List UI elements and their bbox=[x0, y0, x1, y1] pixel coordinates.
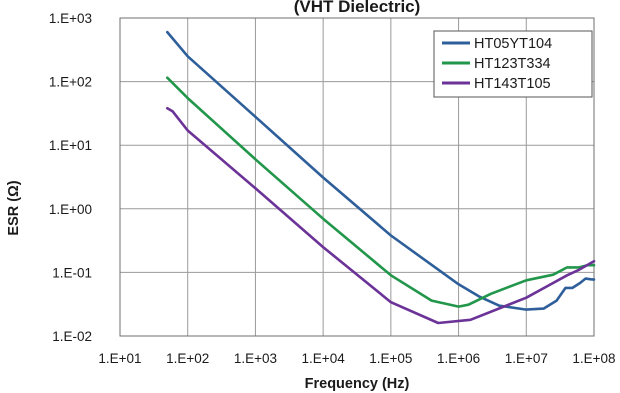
legend-label: HT123T334 bbox=[474, 56, 551, 72]
x-tick-label: 1.E+01 bbox=[98, 351, 141, 366]
x-tick-label: 1.E+08 bbox=[572, 351, 615, 366]
x-axis-ticks: 1.E+01 1.E+02 1.E+03 1.E+04 1.E+05 1.E+06 1.E+… bbox=[98, 351, 615, 366]
legend-label: HT143T105 bbox=[474, 76, 551, 92]
y-tick-label: 1.E+01 bbox=[49, 138, 92, 153]
y-tick-label: 1.E+03 bbox=[49, 11, 92, 26]
legend: HT05YT104 HT123T334 HT143T105 bbox=[433, 30, 593, 98]
y-tick-label: 1.E+00 bbox=[49, 202, 92, 217]
series-line-ht143t105 bbox=[166, 107, 596, 325]
series-layer bbox=[166, 30, 596, 325]
y-axis-ticks: 1.E-02 1.E-01 1.E+00 1.E+01 1.E+02 1.E+03 bbox=[49, 11, 92, 344]
y-axis-title: ESR (Ω) bbox=[6, 180, 22, 235]
series-line-ht123t334 bbox=[166, 76, 596, 308]
y-tick-label: 1.E+02 bbox=[49, 75, 92, 90]
x-tick-label: 1.E+05 bbox=[369, 351, 412, 366]
x-axis-title: Frequency (Hz) bbox=[305, 376, 410, 392]
x-tick-label: 1.E+07 bbox=[505, 351, 548, 366]
x-tick-label: 1.E+04 bbox=[302, 351, 346, 366]
x-tick-label: 1.E+03 bbox=[234, 351, 277, 366]
x-tick-label: 1.E+02 bbox=[166, 351, 209, 366]
plot-area-frame bbox=[119, 17, 595, 337]
series-line-ht05yt104 bbox=[166, 30, 596, 311]
x-tick-label: 1.E+06 bbox=[437, 351, 480, 366]
y-tick-label: 1.E-02 bbox=[52, 329, 92, 344]
legend-label: HT05YT104 bbox=[474, 36, 552, 52]
chart-title: (VHT Dielectric) bbox=[294, 0, 421, 16]
y-tick-label: 1.E-01 bbox=[52, 265, 92, 280]
